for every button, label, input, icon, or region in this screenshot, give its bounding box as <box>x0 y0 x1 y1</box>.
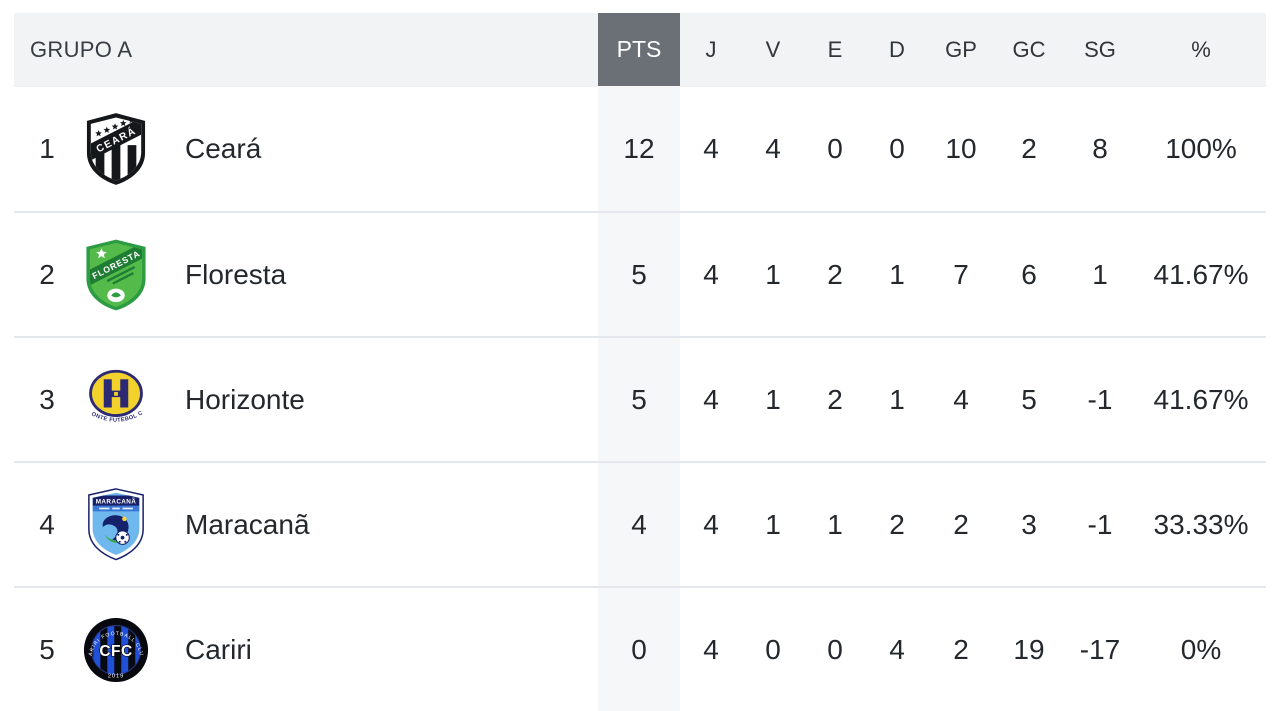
table-row: 1 CEARÁ <box>14 86 1266 211</box>
column-header-sg[interactable]: SG <box>1084 37 1116 62</box>
standings-table: GRUPO A PTS J V E D GP GC SG % 1 <box>14 13 1266 711</box>
column-header-gc[interactable]: GC <box>1012 37 1046 62</box>
gp-value: 7 <box>953 258 969 290</box>
j-value: 4 <box>703 633 719 665</box>
table-body: 1 CEARÁ <box>14 86 1266 711</box>
position-number: 2 <box>39 258 55 290</box>
pts-value: 12 <box>598 86 680 211</box>
pts-value: 4 <box>598 463 680 586</box>
team-badge-cell: CEARÁ <box>80 86 152 211</box>
ceara-crest-icon: CEARÁ <box>86 112 146 185</box>
j-value: 4 <box>703 508 719 540</box>
column-header-v[interactable]: V <box>765 37 781 62</box>
j-value: 4 <box>703 383 719 415</box>
sg-value: -17 <box>1079 633 1121 665</box>
pts-value: 0 <box>598 588 680 711</box>
gc-value: 6 <box>1021 258 1037 290</box>
pts-value: 5 <box>598 338 680 461</box>
j-value: 4 <box>703 258 719 290</box>
column-header-gp[interactable]: GP <box>945 37 977 62</box>
table-row: 3 HORIZONTE FUTEBOL CLUBE Horizonte 5 4 … <box>14 336 1266 461</box>
team-badge-cell: MARACANÃ <box>80 463 152 586</box>
v-value: 0 <box>765 633 781 665</box>
sg-value: -1 <box>1087 383 1113 415</box>
gp-value: 2 <box>953 633 969 665</box>
maracana-crest-icon: MARACANÃ <box>88 488 144 561</box>
position-number: 4 <box>39 508 55 540</box>
gp-value: 4 <box>953 383 969 415</box>
e-value: 2 <box>827 258 843 290</box>
team-badge-cell: CARIRI FOOTBALL CLUB CFC 2019 <box>80 588 152 711</box>
team-badge-cell: HORIZONTE FUTEBOL CLUBE <box>80 338 152 461</box>
e-value: 0 <box>827 633 843 665</box>
e-value: 0 <box>827 132 843 164</box>
gp-value: 2 <box>953 508 969 540</box>
position-number: 3 <box>39 383 55 415</box>
pct-value: 100% <box>1165 132 1237 164</box>
pct-value: 33.33% <box>1153 508 1249 540</box>
sg-value: 8 <box>1092 132 1108 164</box>
column-header-d[interactable]: D <box>889 37 905 62</box>
d-value: 4 <box>889 633 905 665</box>
floresta-crest-icon: FLORESTA <box>86 239 146 310</box>
sg-value: 1 <box>1092 258 1108 290</box>
horizonte-crest-icon: HORIZONTE FUTEBOL CLUBE <box>83 367 144 424</box>
table-row: 2 FLORESTA <box>14 211 1266 336</box>
cariri-center-text: CFC <box>99 643 132 660</box>
v-value: 1 <box>765 383 781 415</box>
cariri-crest-icon: CARIRI FOOTBALL CLUB CFC 2019 <box>83 617 149 682</box>
table-header: GRUPO A PTS J V E D GP GC SG % <box>14 13 1266 86</box>
group-title: GRUPO A <box>30 36 133 62</box>
column-header-pts[interactable]: PTS <box>598 13 680 86</box>
team-badge-cell: FLORESTA <box>80 213 152 336</box>
pct-value: 41.67% <box>1153 383 1249 415</box>
position-number: 5 <box>39 633 55 665</box>
pct-value: 41.67% <box>1153 258 1249 290</box>
team-name[interactable]: Cariri <box>185 633 252 665</box>
gc-value: 19 <box>1013 633 1045 665</box>
d-value: 0 <box>889 132 905 164</box>
gc-value: 5 <box>1021 383 1037 415</box>
pts-value: 5 <box>598 213 680 336</box>
position-number: 1 <box>39 132 55 164</box>
v-value: 1 <box>765 508 781 540</box>
e-value: 2 <box>827 383 843 415</box>
pct-value: 0% <box>1180 633 1222 665</box>
team-name[interactable]: Floresta <box>185 258 287 290</box>
column-header-j[interactable]: J <box>705 37 717 62</box>
d-value: 1 <box>889 258 905 290</box>
team-name[interactable]: Horizonte <box>185 383 305 415</box>
table-row: 4 MARACANÃ <box>14 461 1266 586</box>
e-value: 1 <box>827 508 843 540</box>
star-icon <box>96 247 107 258</box>
column-header-pct[interactable]: % <box>1191 37 1211 62</box>
d-value: 1 <box>889 383 905 415</box>
j-value: 4 <box>703 132 719 164</box>
team-name[interactable]: Maracanã <box>185 508 310 540</box>
v-value: 1 <box>765 258 781 290</box>
team-name[interactable]: Ceará <box>185 132 262 164</box>
gp-value: 10 <box>945 132 977 164</box>
table-row: 5 CA <box>14 586 1266 711</box>
d-value: 2 <box>889 508 905 540</box>
gc-value: 2 <box>1021 132 1037 164</box>
column-header-e[interactable]: E <box>827 37 843 62</box>
sg-value: -1 <box>1087 508 1113 540</box>
v-value: 4 <box>765 132 781 164</box>
cariri-year-text: 2019 <box>108 673 124 679</box>
gc-value: 3 <box>1021 508 1037 540</box>
maracana-band-text: MARACANÃ <box>96 496 136 505</box>
